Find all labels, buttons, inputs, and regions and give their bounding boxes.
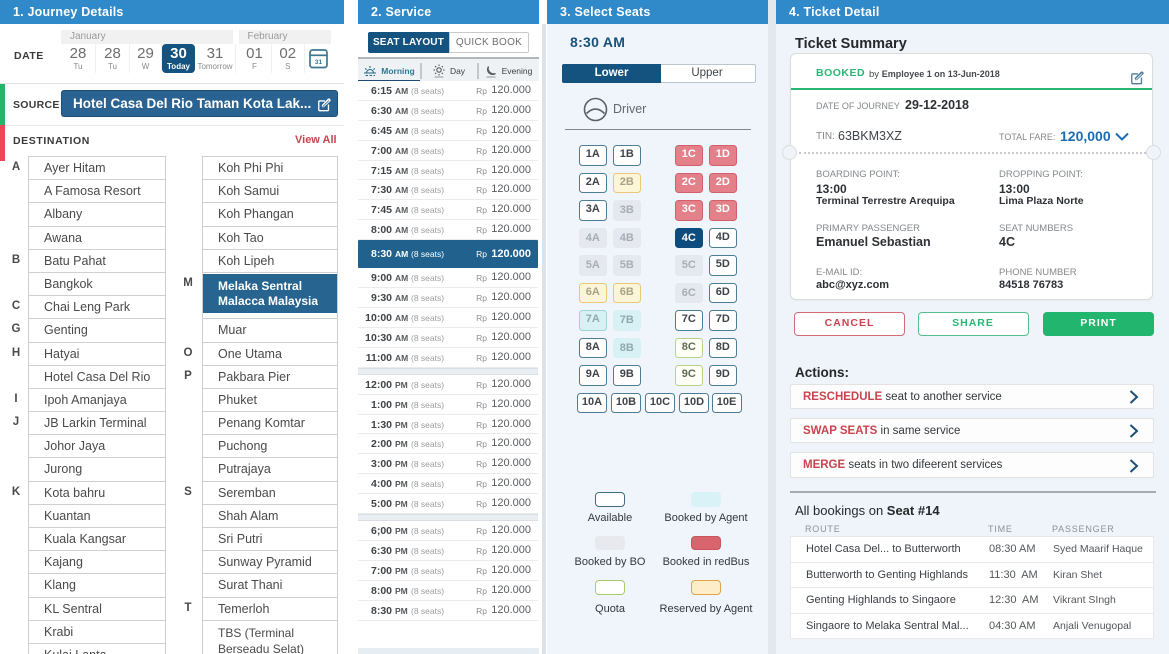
svg-text:31: 31 (314, 59, 322, 66)
